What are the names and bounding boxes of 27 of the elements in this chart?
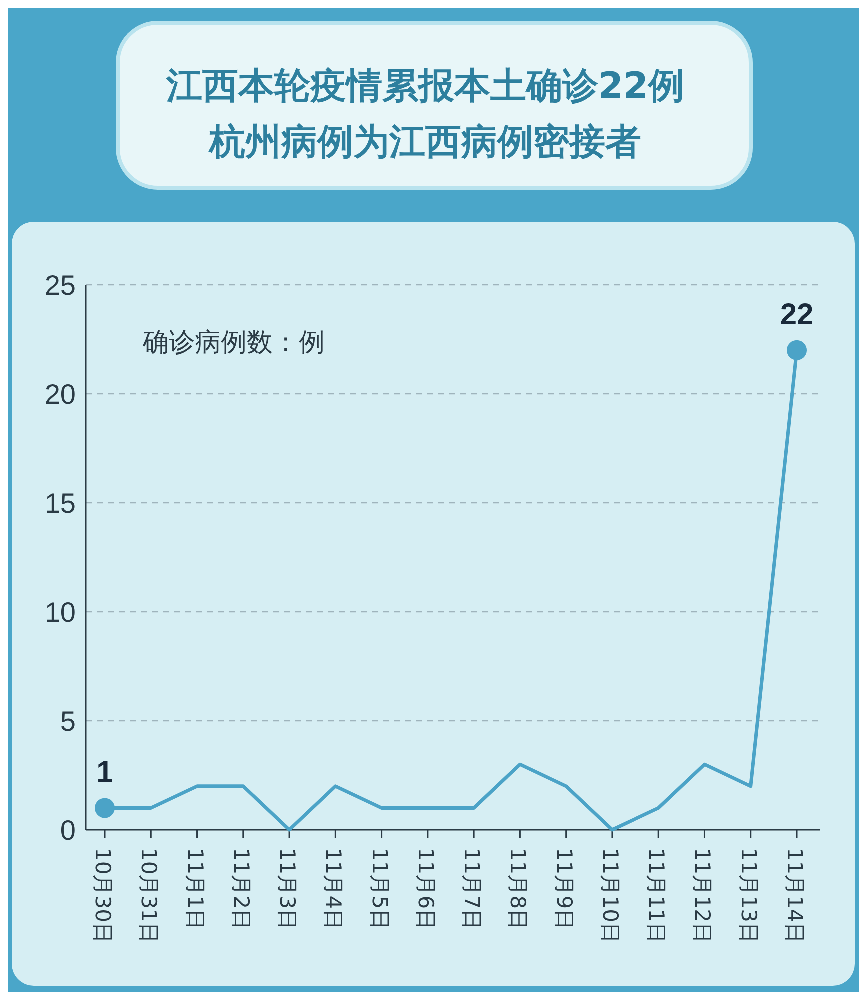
- x-tick-label: 11月13日: [736, 848, 761, 944]
- chart-title: 江西本轮疫情累报本土确诊22例: [165, 66, 685, 107]
- x-tick-label: 11月2日: [229, 848, 254, 930]
- y-tick-label: 0: [60, 815, 76, 846]
- x-tick-label: 11月14日: [783, 848, 807, 944]
- y-tick-label: 5: [60, 706, 76, 737]
- x-tick-label: 10月30日: [91, 848, 115, 944]
- x-tick-label: 11月5日: [368, 848, 392, 930]
- x-tick-label: 11月9日: [552, 848, 576, 930]
- x-tick-label: 11月11日: [644, 848, 669, 944]
- x-tick-label: 11月7日: [460, 848, 484, 930]
- x-tick-label: 11月6日: [414, 848, 438, 930]
- y-tick-label: 25: [44, 270, 76, 301]
- y-axis-title: 确诊病例数：例: [142, 328, 325, 358]
- x-tick-label: 11月8日: [506, 848, 530, 930]
- y-tick-label: 15: [44, 488, 76, 519]
- data-label: 1: [96, 756, 114, 790]
- x-tick-label: 11月1日: [183, 848, 208, 930]
- x-tick-label: 11月4日: [322, 848, 346, 930]
- x-tick-label: 11月10日: [598, 848, 622, 944]
- x-tick-label: 11月3日: [276, 848, 300, 930]
- y-tick-label: 20: [44, 379, 76, 410]
- y-tick-label: 10: [44, 597, 76, 628]
- chart-subtitle: 杭州病例为江西病例密接者: [208, 122, 642, 163]
- x-tick-label: 11月12日: [690, 848, 715, 944]
- data-label: 22: [780, 298, 814, 332]
- x-tick-label: 10月31日: [137, 848, 162, 944]
